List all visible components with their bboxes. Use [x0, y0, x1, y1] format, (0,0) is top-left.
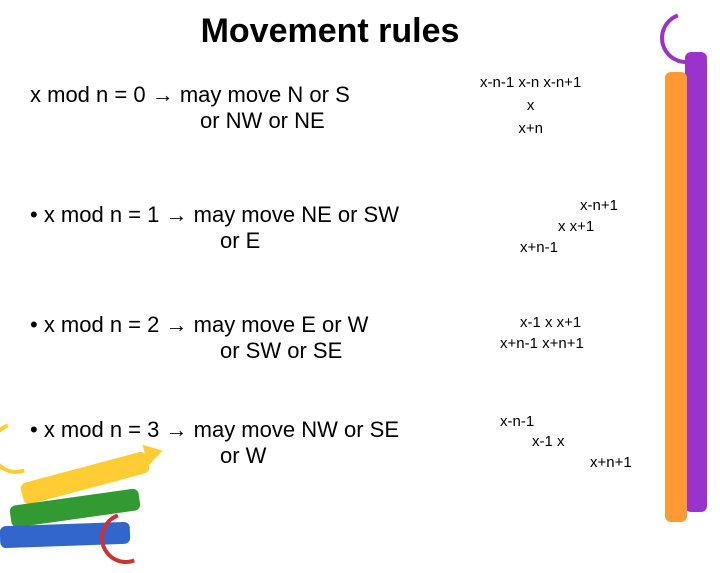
- diag-row: x-n-1: [500, 412, 632, 432]
- rule-moves-cont: or SW or SE: [220, 338, 342, 363]
- diag-row: x-n-1 x-n x-n+1: [480, 74, 581, 93]
- rule-cond: • x mod n = 1: [30, 202, 159, 227]
- rule-mod2: • x mod n = 2 → may move E or W or SW or…: [30, 312, 470, 364]
- rule-cond: • x mod n = 2: [30, 312, 159, 337]
- rule-mod1: • x mod n = 1 → may move NE or SW or E: [30, 202, 470, 254]
- diag-row: x x+1: [558, 218, 618, 237]
- diagram-mod2: x-1 x x+1 x+n-1 x+n+1: [500, 314, 584, 354]
- rule-moves: → may move NW or SE: [166, 417, 399, 442]
- diag-row: x-1 x x+1: [520, 314, 584, 333]
- rule-moves: → may move NE or SW: [166, 202, 399, 227]
- diag-row: x-n+1: [580, 197, 618, 216]
- diag-row: x+n-1: [520, 239, 618, 258]
- diag-row: x+n-1 x+n+1: [500, 335, 584, 354]
- crayon-icon: [665, 72, 687, 522]
- page-title: Movement rules: [0, 12, 720, 51]
- rule-moves: → may move N or S: [152, 82, 350, 107]
- diagram-mod1: x-n+1 x x+1 x+n-1: [520, 197, 618, 257]
- diagram-mod3: x-n-1 x-1 x x+n+1: [500, 412, 632, 473]
- rule-mod0: x mod n = 0 → may move N or S or NW or N…: [30, 82, 450, 134]
- diag-row: x+n+1: [590, 453, 632, 473]
- diag-row: x-1 x: [532, 432, 632, 452]
- crayons-decoration-right: [665, 17, 715, 537]
- diag-row: x+n: [480, 120, 581, 139]
- rule-moves-cont: or W: [220, 443, 266, 468]
- swirl-icon: [0, 413, 51, 482]
- diag-row: x: [480, 97, 581, 116]
- diagram-mod0: x-n-1 x-n x-n+1 x x+n: [480, 74, 581, 138]
- rule-cond: x mod n = 0: [30, 82, 146, 107]
- rule-moves-cont: or NW or NE: [200, 108, 325, 133]
- rule-moves: → may move E or W: [166, 312, 369, 337]
- crayon-icon: [685, 52, 707, 512]
- rule-moves-cont: or E: [220, 228, 260, 253]
